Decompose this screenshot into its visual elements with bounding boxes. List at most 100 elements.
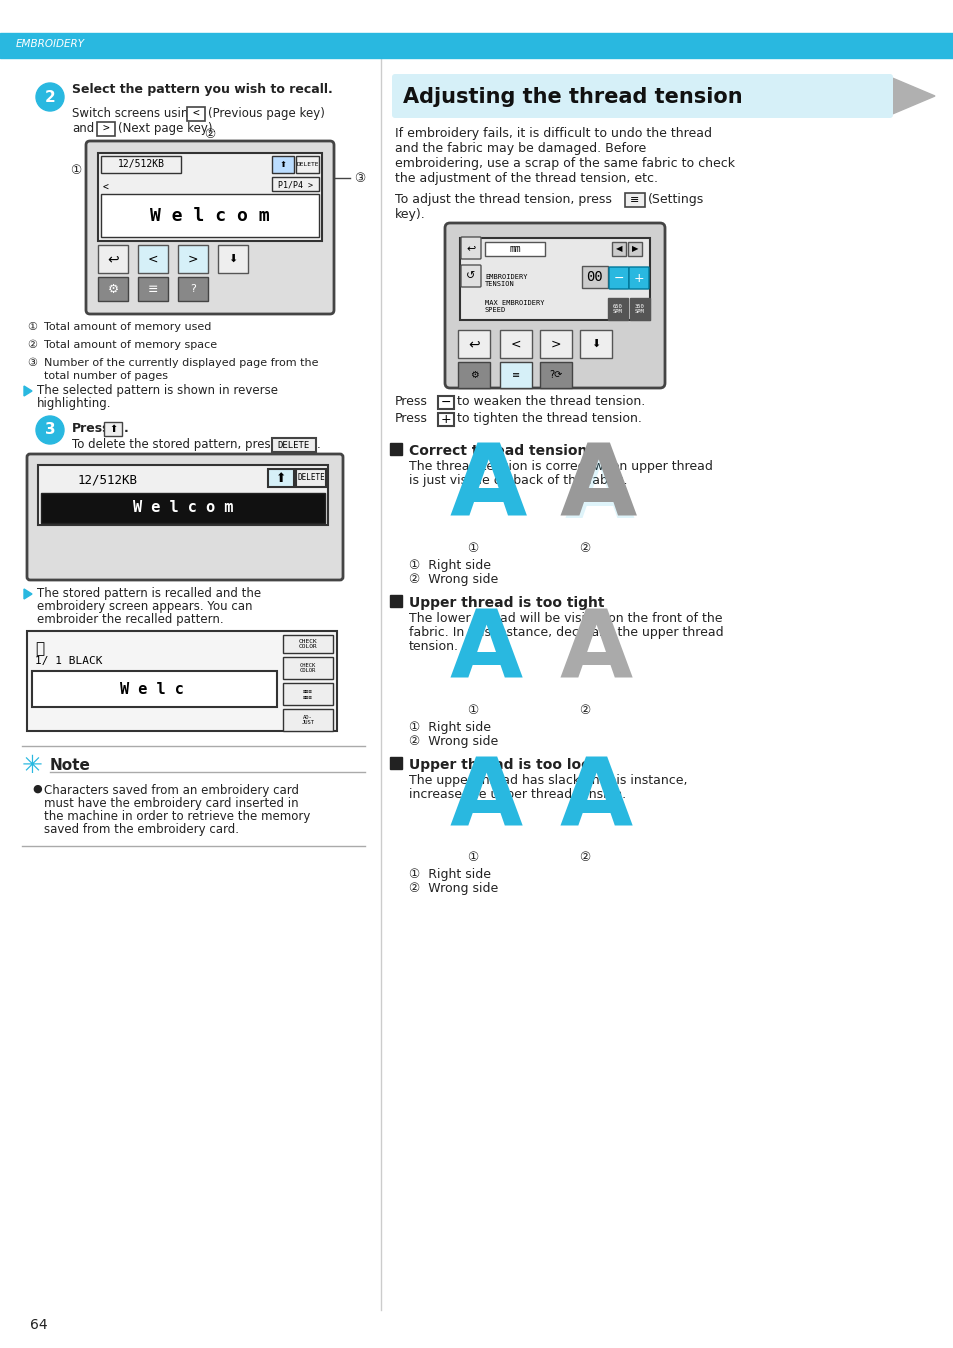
- Bar: [457, 363, 490, 388]
- Text: ≡: ≡: [630, 195, 639, 205]
- Text: ↩: ↩: [466, 243, 476, 253]
- Text: ⬆: ⬆: [279, 160, 286, 168]
- Text: ③: ③: [354, 171, 365, 185]
- Bar: [98, 276, 128, 301]
- Bar: [283, 709, 333, 731]
- FancyBboxPatch shape: [437, 396, 454, 408]
- Text: ③: ③: [27, 359, 37, 368]
- Text: AD-
JUST: AD- JUST: [301, 714, 314, 725]
- Text: W e l c o m: W e l c o m: [150, 208, 270, 225]
- Text: <: <: [103, 183, 109, 193]
- Text: ②  Wrong side: ② Wrong side: [409, 882, 497, 895]
- Bar: [607, 298, 627, 319]
- Bar: [178, 276, 208, 301]
- Text: ?⟳: ?⟳: [549, 369, 562, 380]
- Bar: [138, 276, 168, 301]
- Bar: [539, 363, 572, 388]
- Text: is just visible on back of the fabric.: is just visible on back of the fabric.: [409, 474, 627, 487]
- Text: ≡: ≡: [512, 369, 519, 380]
- FancyBboxPatch shape: [460, 266, 480, 287]
- Text: ↩: ↩: [107, 252, 119, 266]
- Text: tension.: tension.: [409, 640, 458, 652]
- Text: ②  Wrong side: ② Wrong side: [409, 573, 497, 586]
- Text: DELETE: DELETE: [296, 473, 325, 483]
- Text: Upper thread is too loose: Upper thread is too loose: [409, 758, 608, 772]
- Text: To delete the stored pattern, press: To delete the stored pattern, press: [71, 438, 276, 452]
- Text: ①  Right side: ① Right side: [409, 868, 491, 882]
- FancyBboxPatch shape: [444, 222, 664, 388]
- Text: A: A: [450, 607, 522, 700]
- Text: ?: ?: [190, 284, 195, 294]
- Text: Characters saved from an embroidery card: Characters saved from an embroidery card: [44, 785, 298, 797]
- Text: <: <: [510, 337, 520, 350]
- Bar: [272, 177, 318, 191]
- Text: A: A: [559, 754, 633, 847]
- Text: The lower thread will be visible on the front of the: The lower thread will be visible on the …: [409, 612, 721, 625]
- Text: total number of pages: total number of pages: [44, 371, 168, 381]
- Polygon shape: [889, 77, 934, 115]
- Text: ≡≡≡
≡≡≡: ≡≡≡ ≡≡≡: [303, 689, 313, 700]
- Circle shape: [36, 417, 64, 443]
- Text: must have the embroidery card inserted in: must have the embroidery card inserted i…: [44, 797, 298, 810]
- Text: embroidery screen appears. You can: embroidery screen appears. You can: [37, 600, 253, 613]
- Text: increase the upper thread tension.: increase the upper thread tension.: [409, 789, 625, 801]
- FancyBboxPatch shape: [27, 454, 343, 580]
- Text: ↺: ↺: [466, 271, 476, 280]
- Text: 650
SPM: 650 SPM: [613, 303, 622, 314]
- Text: (Next page key).: (Next page key).: [118, 123, 216, 135]
- Bar: [499, 330, 532, 359]
- Text: ⬇: ⬇: [228, 253, 237, 264]
- Text: and the fabric may be damaged. Before: and the fabric may be damaged. Before: [395, 142, 645, 155]
- Text: 3: 3: [45, 422, 55, 438]
- Text: Press: Press: [71, 422, 111, 435]
- Text: ⬆: ⬆: [109, 425, 117, 434]
- Text: +: +: [440, 412, 451, 426]
- Text: Number of the currently displayed page from the: Number of the currently displayed page f…: [44, 359, 318, 368]
- Text: TENSION: TENSION: [484, 280, 515, 287]
- Text: (Settings: (Settings: [647, 193, 703, 206]
- Bar: [579, 330, 612, 359]
- Text: ⬇: ⬇: [591, 338, 600, 349]
- Text: key).: key).: [395, 208, 425, 221]
- Text: highlighting.: highlighting.: [37, 398, 112, 410]
- Bar: [295, 156, 318, 173]
- Text: and: and: [71, 123, 94, 135]
- Bar: [484, 243, 544, 256]
- Bar: [101, 156, 181, 173]
- Text: Adjusting the thread tension: Adjusting the thread tension: [402, 88, 741, 106]
- FancyBboxPatch shape: [272, 438, 315, 452]
- Text: to tighten the thread tension.: to tighten the thread tension.: [456, 412, 641, 425]
- Bar: [38, 465, 328, 524]
- Text: EMBROIDERY: EMBROIDERY: [16, 39, 85, 49]
- Bar: [499, 363, 532, 388]
- Text: <: <: [148, 252, 158, 266]
- Bar: [178, 245, 208, 274]
- Text: 1/ 1 BLACK: 1/ 1 BLACK: [35, 656, 102, 666]
- Bar: [27, 631, 336, 731]
- Text: (Previous page key): (Previous page key): [208, 106, 325, 120]
- Text: ◀: ◀: [615, 244, 621, 253]
- FancyBboxPatch shape: [608, 267, 628, 288]
- Text: A: A: [559, 607, 633, 700]
- Text: ≡: ≡: [148, 283, 158, 295]
- Text: >: >: [188, 252, 198, 266]
- Text: 🖨: 🖨: [35, 642, 44, 656]
- Text: SPEED: SPEED: [484, 307, 506, 313]
- Text: W e l c: W e l c: [120, 682, 184, 697]
- FancyBboxPatch shape: [628, 267, 648, 288]
- Bar: [390, 758, 401, 768]
- Text: The upper thread has slack. In this instance,: The upper thread has slack. In this inst…: [409, 774, 687, 787]
- Text: A: A: [564, 449, 634, 537]
- Text: CHECK
COLOR: CHECK COLOR: [298, 639, 317, 650]
- Text: ②: ②: [578, 542, 590, 555]
- Bar: [390, 443, 401, 456]
- Text: Select the pattern you wish to recall.: Select the pattern you wish to recall.: [71, 84, 333, 97]
- Bar: [283, 635, 333, 652]
- Text: A: A: [559, 439, 637, 537]
- Bar: [539, 330, 572, 359]
- Text: P1/P4 >: P1/P4 >: [248, 495, 294, 506]
- Text: DELETE: DELETE: [277, 441, 310, 449]
- Text: ①: ①: [467, 542, 478, 555]
- FancyBboxPatch shape: [392, 74, 892, 119]
- Bar: [627, 243, 641, 256]
